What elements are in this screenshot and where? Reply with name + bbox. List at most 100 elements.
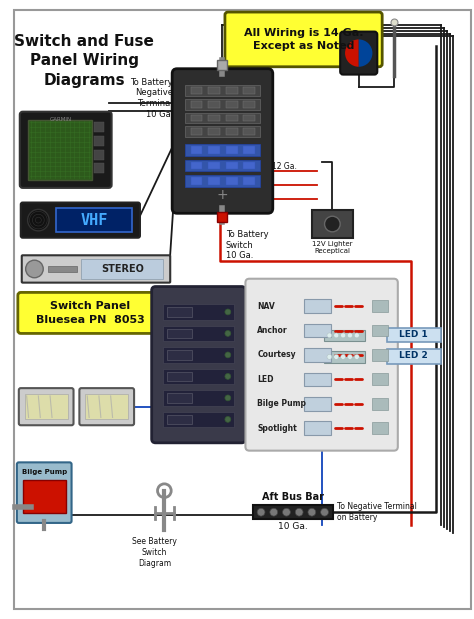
Bar bbox=[373, 300, 388, 312]
Bar bbox=[217, 60, 227, 70]
Circle shape bbox=[341, 355, 346, 359]
Bar bbox=[167, 307, 191, 317]
Bar bbox=[208, 87, 220, 94]
Text: Courtesy: Courtesy bbox=[257, 350, 296, 360]
Circle shape bbox=[257, 508, 265, 516]
Bar bbox=[387, 327, 441, 342]
Circle shape bbox=[270, 508, 278, 516]
Text: GARMIN: GARMIN bbox=[50, 116, 72, 121]
Bar bbox=[226, 162, 237, 170]
Bar bbox=[244, 87, 255, 94]
Bar bbox=[208, 101, 220, 108]
Circle shape bbox=[327, 333, 332, 338]
Bar bbox=[253, 505, 333, 519]
Text: 10 Ga.: 10 Ga. bbox=[278, 522, 308, 531]
Text: NAV: NAV bbox=[257, 301, 275, 311]
FancyBboxPatch shape bbox=[18, 292, 164, 334]
Bar bbox=[82, 259, 164, 279]
Text: To Battery
Negative
Terminal
10 Ga.: To Battery Negative Terminal 10 Ga. bbox=[130, 77, 173, 119]
Bar bbox=[373, 349, 388, 361]
Bar bbox=[387, 349, 441, 364]
FancyBboxPatch shape bbox=[17, 462, 72, 523]
Bar bbox=[185, 99, 260, 110]
Bar bbox=[48, 266, 77, 272]
Bar bbox=[244, 115, 255, 121]
Circle shape bbox=[225, 309, 231, 315]
Bar bbox=[164, 412, 234, 427]
Text: Anchor: Anchor bbox=[257, 326, 288, 335]
Circle shape bbox=[295, 508, 303, 516]
Bar bbox=[85, 394, 128, 420]
Circle shape bbox=[334, 333, 339, 338]
Bar bbox=[373, 422, 388, 434]
Bar bbox=[373, 398, 388, 410]
Bar bbox=[27, 119, 92, 180]
Bar bbox=[304, 348, 331, 361]
Text: 12 Ga.: 12 Ga. bbox=[272, 162, 297, 171]
Bar bbox=[191, 162, 202, 170]
Bar bbox=[304, 324, 331, 337]
Bar bbox=[25, 394, 68, 420]
Bar bbox=[94, 150, 104, 160]
Bar bbox=[185, 113, 260, 123]
Bar bbox=[312, 210, 353, 238]
Text: Bilge Pump: Bilge Pump bbox=[22, 469, 67, 475]
Bar bbox=[167, 393, 191, 403]
Text: 12V Lighter
Receptical: 12V Lighter Receptical bbox=[312, 241, 353, 254]
Bar bbox=[324, 351, 365, 363]
Bar bbox=[244, 177, 255, 185]
Bar bbox=[226, 115, 237, 121]
Bar bbox=[208, 162, 220, 170]
Circle shape bbox=[283, 508, 291, 516]
FancyBboxPatch shape bbox=[79, 388, 134, 425]
Circle shape bbox=[341, 333, 346, 338]
Circle shape bbox=[225, 352, 231, 358]
FancyBboxPatch shape bbox=[20, 111, 111, 188]
Text: +: + bbox=[216, 188, 228, 202]
Bar bbox=[164, 326, 234, 341]
Bar bbox=[304, 422, 331, 435]
FancyBboxPatch shape bbox=[225, 12, 382, 67]
Circle shape bbox=[320, 508, 328, 516]
Bar bbox=[185, 175, 260, 187]
Text: Switch and Fuse
Panel Wiring
Diagrams: Switch and Fuse Panel Wiring Diagrams bbox=[14, 34, 154, 88]
Bar bbox=[244, 146, 255, 154]
Text: LED: LED bbox=[257, 375, 273, 384]
Bar bbox=[164, 368, 234, 384]
Text: LED 1: LED 1 bbox=[399, 330, 428, 339]
Bar bbox=[244, 101, 255, 108]
Bar bbox=[185, 144, 260, 155]
Bar bbox=[164, 304, 234, 320]
Bar bbox=[304, 373, 331, 386]
Bar bbox=[226, 128, 237, 135]
Bar bbox=[226, 177, 237, 185]
FancyBboxPatch shape bbox=[19, 388, 73, 425]
Bar bbox=[226, 101, 237, 108]
FancyBboxPatch shape bbox=[22, 255, 170, 283]
Bar bbox=[244, 162, 255, 170]
Text: To Negative Terminal
on Battery: To Negative Terminal on Battery bbox=[337, 502, 417, 522]
Bar bbox=[191, 146, 202, 154]
Wedge shape bbox=[359, 40, 373, 67]
Bar bbox=[191, 128, 202, 135]
Bar bbox=[304, 397, 331, 410]
Bar bbox=[94, 123, 104, 132]
Circle shape bbox=[225, 331, 231, 336]
Bar bbox=[191, 101, 202, 108]
Bar bbox=[56, 209, 132, 232]
Bar bbox=[94, 136, 104, 146]
Text: See Battery
Switch
Diagram: See Battery Switch Diagram bbox=[132, 537, 177, 568]
Bar bbox=[164, 347, 234, 363]
FancyBboxPatch shape bbox=[340, 32, 377, 74]
Text: Aft Bus Bar: Aft Bus Bar bbox=[262, 493, 324, 503]
Wedge shape bbox=[345, 40, 359, 67]
Bar bbox=[191, 177, 202, 185]
Text: VHF: VHF bbox=[80, 212, 108, 228]
Text: LED 2: LED 2 bbox=[399, 352, 428, 360]
Circle shape bbox=[26, 260, 43, 278]
Bar bbox=[244, 128, 255, 135]
Circle shape bbox=[355, 355, 359, 359]
Bar bbox=[185, 85, 260, 96]
Bar bbox=[191, 87, 202, 94]
Bar bbox=[94, 163, 104, 173]
